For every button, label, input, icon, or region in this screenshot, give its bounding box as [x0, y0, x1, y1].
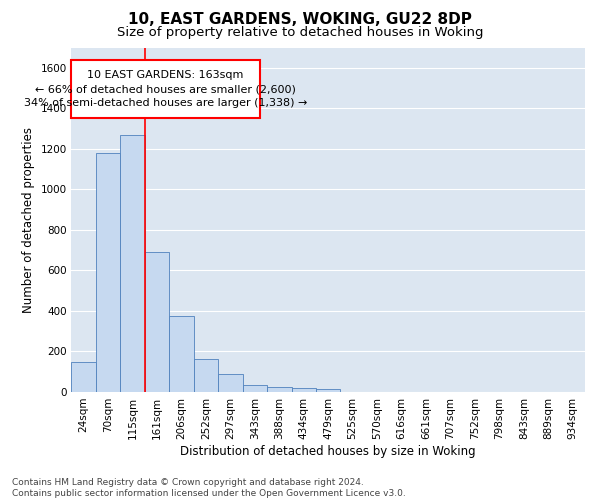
X-axis label: Distribution of detached houses by size in Woking: Distribution of detached houses by size … [181, 444, 476, 458]
Bar [121, 134, 145, 392]
Bar [242, 385, 267, 392]
Bar [218, 374, 242, 392]
Text: 10 EAST GARDENS: 163sqm
← 66% of detached houses are smaller (2,600)
34% of semi: 10 EAST GARDENS: 163sqm ← 66% of detache… [24, 70, 307, 108]
Bar [96, 153, 121, 392]
Bar [194, 358, 218, 392]
Bar [71, 362, 96, 392]
Bar [292, 388, 316, 392]
Bar [316, 389, 340, 392]
Text: Size of property relative to detached houses in Woking: Size of property relative to detached ho… [117, 26, 483, 39]
Y-axis label: Number of detached properties: Number of detached properties [22, 126, 35, 312]
Bar [145, 252, 169, 392]
Bar [267, 387, 292, 392]
FancyBboxPatch shape [71, 60, 260, 118]
Text: 10, EAST GARDENS, WOKING, GU22 8DP: 10, EAST GARDENS, WOKING, GU22 8DP [128, 12, 472, 28]
Bar [169, 316, 194, 392]
Text: Contains HM Land Registry data © Crown copyright and database right 2024.
Contai: Contains HM Land Registry data © Crown c… [12, 478, 406, 498]
